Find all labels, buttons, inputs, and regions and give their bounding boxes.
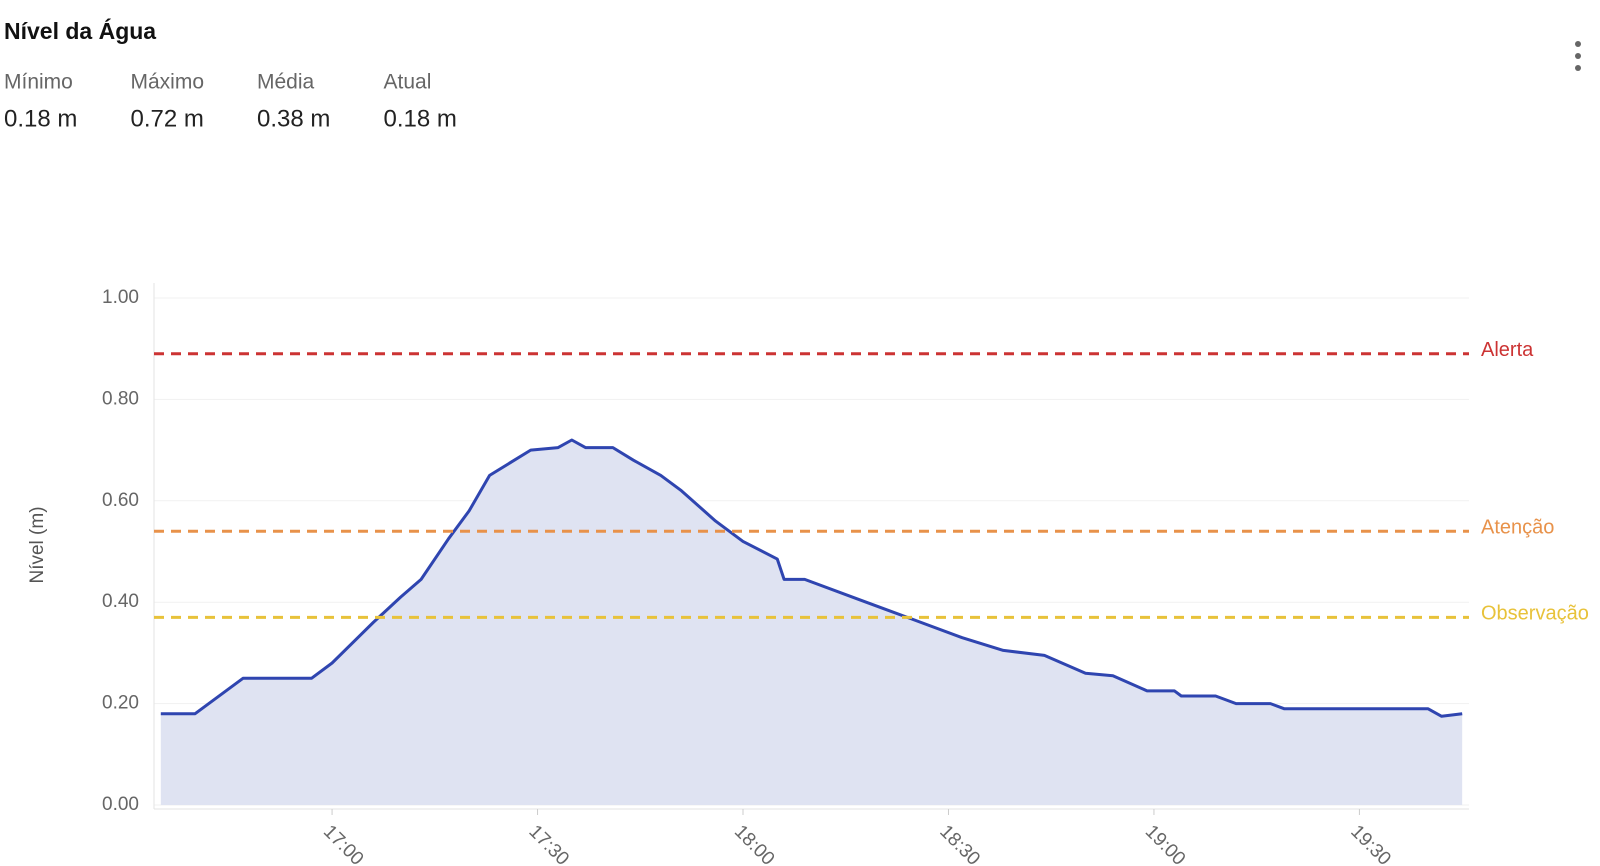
stat-value: 0.18 m [384, 105, 457, 132]
line [160, 438, 1463, 718]
x-tick-label: 18:00 [730, 821, 778, 866]
widget-title: Nível da Água [4, 17, 156, 44]
stat-label: Média [257, 71, 315, 94]
stat-value: 0.38 m [257, 105, 330, 132]
stat-label: Mínimo [4, 71, 73, 94]
x-tick-label: 17:00 [319, 821, 367, 866]
reference-label: Alerta [1481, 339, 1534, 361]
y-tick-label: 0.40 [102, 591, 139, 612]
y-tick-label: 0.20 [102, 693, 139, 714]
reference-label: Observação [1481, 603, 1589, 625]
menu-dot [1575, 53, 1581, 59]
stat-label: Máximo [131, 71, 205, 94]
x-tick-label: 17:30 [524, 821, 572, 866]
x-tick-label: 19:00 [1141, 821, 1189, 866]
stat-value: 0.18 m [4, 105, 77, 132]
y-tick-label: 0.00 [102, 794, 139, 815]
reference-label: Atenção [1481, 517, 1554, 539]
area-fill [160, 440, 1463, 805]
stat-label: Atual [384, 71, 432, 94]
menu-dot [1575, 41, 1581, 47]
x-tick-label: 18:30 [935, 821, 983, 866]
stat-value: 0.72 m [131, 105, 204, 132]
menu-dot [1575, 65, 1581, 71]
y-axis-label: Nível (m) [27, 506, 48, 583]
x-tick-label: 19:30 [1346, 821, 1394, 866]
y-tick-label: 0.60 [102, 490, 139, 511]
menu-button[interactable] [1575, 41, 1581, 71]
y-tick-label: 1.00 [102, 287, 139, 308]
y-tick-label: 0.80 [102, 388, 139, 409]
